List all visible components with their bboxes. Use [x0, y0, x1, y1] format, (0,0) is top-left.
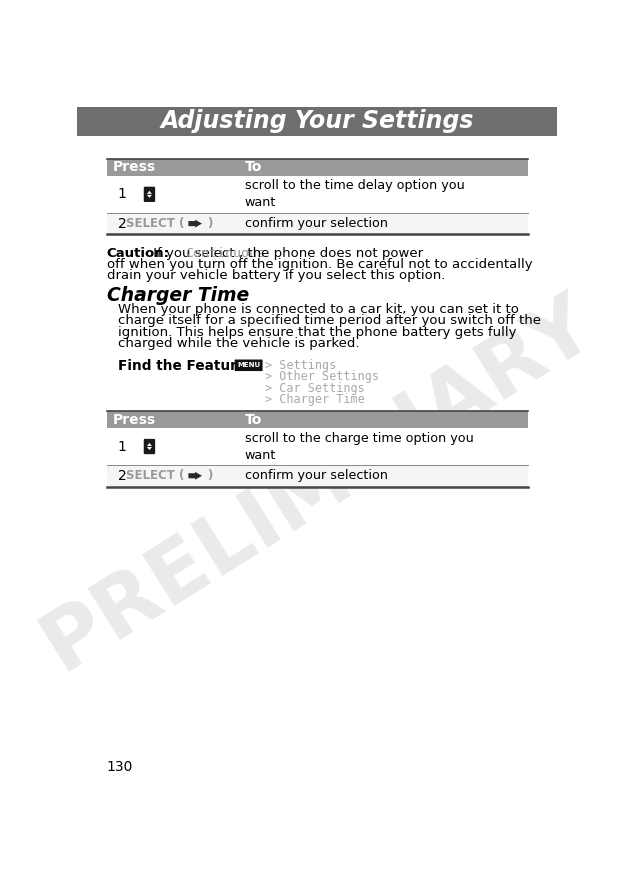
Bar [77, 107, 557, 136]
Bar [107, 465, 527, 487]
Bar [107, 411, 527, 428]
Text: Find the Feature: Find the Feature [118, 359, 246, 373]
Text: , the phone does not power: , the phone does not power [238, 247, 423, 259]
Text: > Charger Time: > Charger Time [265, 393, 365, 407]
Text: Continuous: Continuous [185, 247, 265, 259]
Text: scroll to the time delay option you
want: scroll to the time delay option you want [245, 179, 464, 210]
Text: > Car Settings: > Car Settings [265, 382, 365, 395]
Text: off when you turn off the ignition. Be careful not to accidentally: off when you turn off the ignition. Be c… [107, 258, 532, 271]
Bar [107, 428, 527, 465]
Text: ): ) [207, 217, 213, 230]
FancyBboxPatch shape [235, 360, 262, 371]
FancyBboxPatch shape [144, 439, 155, 454]
Text: charge itself for a specified time period after you switch off the: charge itself for a specified time perio… [118, 314, 540, 328]
Text: Adjusting Your Settings: Adjusting Your Settings [160, 109, 474, 133]
Text: PRELIMINARY: PRELIMINARY [27, 281, 608, 686]
Text: 130: 130 [107, 760, 133, 774]
Bar [107, 176, 527, 213]
Polygon shape [147, 447, 152, 450]
Polygon shape [147, 191, 152, 194]
Text: To: To [245, 413, 262, 426]
Text: drain your vehicle battery if you select this option.: drain your vehicle battery if you select… [107, 269, 445, 282]
Text: ): ) [207, 469, 213, 482]
Text: ignition. This helps ensure that the phone battery gets fully: ignition. This helps ensure that the pho… [118, 326, 516, 338]
Text: To: To [245, 161, 262, 174]
Text: Caution:: Caution: [107, 247, 170, 259]
FancyArrow shape [188, 219, 202, 227]
Bar [107, 159, 527, 176]
Bar [107, 213, 527, 234]
Text: charged while the vehicle is parked.: charged while the vehicle is parked. [118, 337, 359, 350]
Text: > Other Settings: > Other Settings [265, 370, 379, 384]
Text: If you select: If you select [149, 247, 239, 259]
Text: > Settings: > Settings [265, 359, 336, 372]
Text: 1: 1 [118, 187, 126, 202]
FancyArrow shape [188, 472, 202, 480]
Text: Press: Press [113, 161, 156, 174]
Polygon shape [147, 194, 152, 198]
Text: MENU: MENU [237, 362, 260, 369]
Text: Press: Press [113, 413, 156, 426]
Text: SELECT (: SELECT ( [126, 217, 184, 230]
Text: Charger Time: Charger Time [107, 286, 249, 305]
Polygon shape [147, 443, 152, 446]
Text: confirm your selection: confirm your selection [245, 217, 387, 230]
Text: 2: 2 [118, 217, 126, 231]
FancyBboxPatch shape [144, 186, 155, 202]
Text: When your phone is connected to a car kit, you can set it to: When your phone is connected to a car ki… [118, 304, 519, 316]
Text: 2: 2 [118, 469, 126, 483]
Text: scroll to the charge time option you
want: scroll to the charge time option you wan… [245, 432, 474, 462]
Text: 1: 1 [118, 440, 126, 454]
Text: SELECT (: SELECT ( [126, 469, 184, 482]
Text: confirm your selection: confirm your selection [245, 469, 387, 482]
